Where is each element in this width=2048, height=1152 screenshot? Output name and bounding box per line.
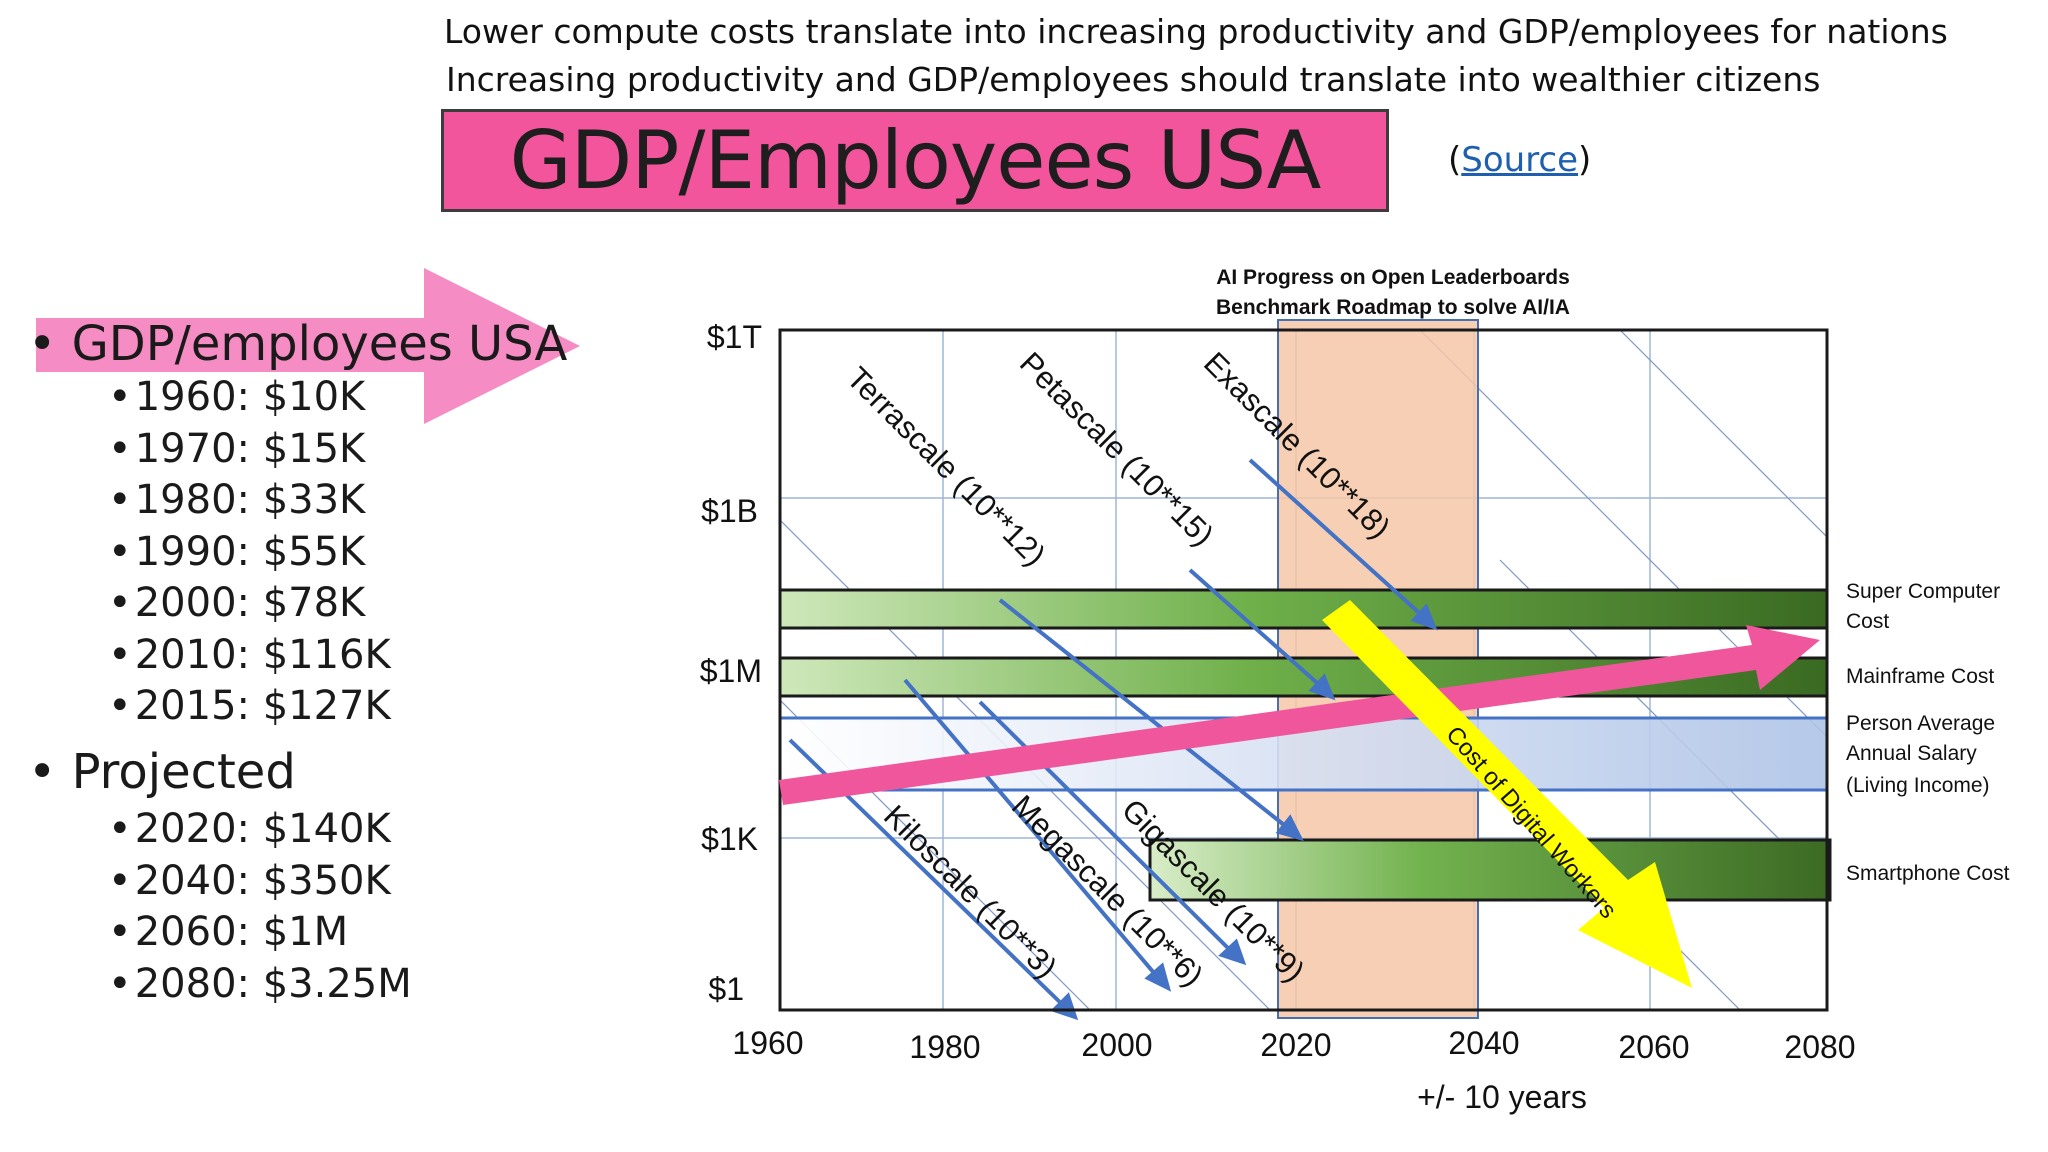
chart-title-line-1: AI Progress on Open Leaderboards (1216, 266, 1570, 289)
mainframe-label: Mainframe Cost (1846, 665, 1994, 688)
y-tick-label: $1M (700, 653, 762, 689)
x-tick-label: 2060 (1618, 1029, 1689, 1065)
x-axis-note: +/- 10 years (1417, 1079, 1587, 1115)
x-tick-label: 2000 (1081, 1027, 1152, 1063)
list-item: • 2020: $140K (108, 806, 391, 852)
gdp-rising-arrow (779, 625, 1820, 805)
salary-label-3: (Living Income) (1846, 774, 1990, 797)
list-item: • 2060: $1M (108, 909, 349, 955)
bullet-projected: • Projected (28, 744, 296, 800)
title-banner: GDP/Employees USA (441, 109, 1389, 212)
header-line-1: Lower compute costs translate into incre… (444, 12, 1948, 51)
list-item: • 1980: $33K (108, 477, 366, 523)
terrascale-label: Terrascale (10**12) (840, 360, 1052, 572)
y-tick-label: $1T (707, 319, 762, 355)
bullet-gdp-employees: • GDP/employees USA (28, 316, 567, 372)
list-item: • 2015: $127K (108, 683, 391, 729)
source-close-paren: ) (1578, 140, 1592, 180)
list-item: • 1960: $10K (108, 374, 366, 420)
header-line-2: Increasing productivity and GDP/employee… (446, 60, 1821, 99)
pink-pointer-arrow (36, 268, 580, 424)
x-tick-label: 2020 (1260, 1027, 1331, 1063)
list-item: • 2040: $350K (108, 857, 391, 904)
smartphone-label: Smartphone Cost (1846, 862, 2010, 885)
x-tick-label: 2040 (1448, 1025, 1519, 1061)
source-reference: (Source) (1448, 140, 1591, 180)
smartphone-band (1148, 838, 1832, 902)
y-tick-label: $1 (708, 971, 744, 1007)
plot-frame (778, 328, 1829, 1012)
bullet-dot: • (28, 316, 57, 372)
list-item: • 2010: $116K (108, 631, 391, 678)
source-open-paren: ( (1448, 140, 1462, 180)
gdp-history-list: • 1960: $10K • 1970: $15K • 1980: $33K •… (108, 374, 391, 735)
bullet-projected-label: Projected (71, 744, 296, 800)
super-computer-label-2: Cost (1846, 610, 1889, 633)
list-item: • 1970: $15K (108, 425, 366, 472)
salary-label-2: Annual Salary (1846, 742, 1977, 765)
scale-arrows (788, 458, 1438, 1021)
page-title: GDP/Employees USA (509, 114, 1322, 207)
bullet-dot: • (28, 744, 57, 800)
super-computer-band (778, 588, 1829, 630)
petascale-label: Petascale (10**15) (1013, 345, 1221, 553)
list-item: • 2000: $78K (108, 580, 366, 626)
digital-workers-arrow (1322, 600, 1692, 988)
super-computer-label-1: Super Computer (1846, 580, 2000, 603)
x-tick-label: 1980 (909, 1029, 980, 1065)
y-tick-label: $1K (701, 821, 758, 857)
source-link[interactable]: Source (1461, 140, 1579, 180)
gdp-projected-list: • 2020: $140K • 2040: $350K • 2060: $1M … (108, 806, 412, 1012)
y-tick-label: $1B (701, 493, 758, 529)
list-item: • 2080: $3.25M (108, 960, 412, 1007)
bullet-gdp-employees-label: GDP/employees USA (71, 316, 568, 372)
chart-title-line-2: Benchmark Roadmap to solve AI/IA (1216, 296, 1570, 319)
x-tick-label: 2080 (1784, 1029, 1855, 1065)
list-item: • 1990: $55K (108, 528, 366, 575)
x-tick-label: 1960 (732, 1025, 803, 1061)
salary-label-1: Person Average (1846, 712, 1995, 735)
